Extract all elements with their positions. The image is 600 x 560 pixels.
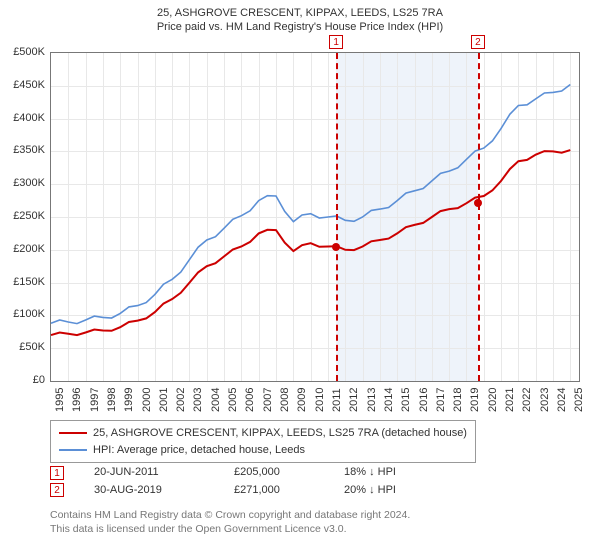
xtick-label: 1996 bbox=[71, 388, 83, 412]
legend-swatch bbox=[59, 432, 87, 434]
ytick-label: £0 bbox=[33, 374, 45, 386]
xtick-label: 2013 bbox=[366, 388, 378, 412]
ytick-label: £50K bbox=[19, 341, 45, 353]
xtick-label: 2023 bbox=[539, 388, 551, 412]
sale-marker-vline bbox=[478, 53, 480, 381]
xtick-label: 2022 bbox=[521, 388, 533, 412]
series-hpi bbox=[51, 85, 570, 324]
xtick-label: 2016 bbox=[418, 388, 430, 412]
ytick-label: £300K bbox=[13, 177, 45, 189]
legend-item-hpi: HPI: Average price, detached house, Leed… bbox=[59, 442, 467, 459]
sales-row: 2 30-AUG-2019 £271,000 20% ↓ HPI bbox=[50, 482, 454, 500]
xtick-label: 2000 bbox=[141, 388, 153, 412]
xtick-label: 2018 bbox=[452, 388, 464, 412]
sale-marker-badge: 2 bbox=[50, 483, 64, 497]
xtick-label: 2005 bbox=[227, 388, 239, 412]
sale-point bbox=[474, 199, 482, 207]
xtick-label: 2004 bbox=[210, 388, 222, 412]
title-block: 25, ASHGROVE CRESCENT, KIPPAX, LEEDS, LS… bbox=[0, 0, 600, 35]
xtick-label: 2009 bbox=[296, 388, 308, 412]
xtick-label: 1995 bbox=[54, 388, 66, 412]
xtick-label: 2015 bbox=[400, 388, 412, 412]
sale-date: 20-JUN-2011 bbox=[94, 464, 204, 482]
xtick-label: 2021 bbox=[504, 388, 516, 412]
xtick-label: 2017 bbox=[435, 388, 447, 412]
legend-label: HPI: Average price, detached house, Leed… bbox=[93, 442, 305, 459]
chart-lines bbox=[51, 53, 579, 381]
legend-item-property: 25, ASHGROVE CRESCENT, KIPPAX, LEEDS, LS… bbox=[59, 425, 467, 442]
sale-hpi-diff: 20% ↓ HPI bbox=[344, 482, 454, 500]
sale-point bbox=[332, 243, 340, 251]
sales-row: 1 20-JUN-2011 £205,000 18% ↓ HPI bbox=[50, 464, 454, 482]
xtick-label: 1999 bbox=[123, 388, 135, 412]
xtick-label: 2003 bbox=[192, 388, 204, 412]
legend-label: 25, ASHGROVE CRESCENT, KIPPAX, LEEDS, LS… bbox=[93, 425, 467, 442]
xtick-label: 2010 bbox=[314, 388, 326, 412]
ytick-label: £100K bbox=[13, 308, 45, 320]
ytick-label: £200K bbox=[13, 243, 45, 255]
legend-swatch bbox=[59, 449, 87, 451]
xtick-label: 2011 bbox=[331, 388, 343, 412]
title-sub: Price paid vs. HM Land Registry's House … bbox=[0, 20, 600, 34]
legend: 25, ASHGROVE CRESCENT, KIPPAX, LEEDS, LS… bbox=[50, 420, 476, 463]
ytick-label: £400K bbox=[13, 112, 45, 124]
ytick-label: £500K bbox=[13, 46, 45, 58]
footer-line: Contains HM Land Registry data © Crown c… bbox=[50, 508, 410, 522]
xtick-label: 2006 bbox=[244, 388, 256, 412]
ytick-label: £150K bbox=[13, 276, 45, 288]
xtick-label: 2020 bbox=[487, 388, 499, 412]
sale-marker-badge: 2 bbox=[471, 35, 485, 49]
ytick-label: £250K bbox=[13, 210, 45, 222]
sale-marker-badge: 1 bbox=[50, 466, 64, 480]
xtick-label: 2014 bbox=[383, 388, 395, 412]
title-main: 25, ASHGROVE CRESCENT, KIPPAX, LEEDS, LS… bbox=[0, 6, 600, 20]
sale-marker-vline bbox=[336, 53, 338, 381]
sale-date: 30-AUG-2019 bbox=[94, 482, 204, 500]
xtick-label: 1998 bbox=[106, 388, 118, 412]
xtick-label: 2001 bbox=[158, 388, 170, 412]
sale-price: £205,000 bbox=[234, 464, 314, 482]
sale-hpi-diff: 18% ↓ HPI bbox=[344, 464, 454, 482]
ytick-label: £350K bbox=[13, 144, 45, 156]
sale-marker-badge: 1 bbox=[329, 35, 343, 49]
sales-table: 1 20-JUN-2011 £205,000 18% ↓ HPI 2 30-AU… bbox=[50, 464, 454, 499]
xtick-label: 2007 bbox=[262, 388, 274, 412]
footer-attribution: Contains HM Land Registry data © Crown c… bbox=[50, 508, 410, 536]
xtick-label: 2019 bbox=[469, 388, 481, 412]
chart-plot-area: 12 bbox=[50, 52, 580, 382]
xtick-label: 2012 bbox=[348, 388, 360, 412]
xtick-label: 2024 bbox=[556, 388, 568, 412]
ytick-label: £450K bbox=[13, 79, 45, 91]
xtick-label: 2002 bbox=[175, 388, 187, 412]
xtick-label: 2008 bbox=[279, 388, 291, 412]
xtick-label: 2025 bbox=[573, 388, 585, 412]
xtick-label: 1997 bbox=[89, 388, 101, 412]
sale-price: £271,000 bbox=[234, 482, 314, 500]
footer-line: This data is licensed under the Open Gov… bbox=[50, 522, 410, 536]
figure-root: 25, ASHGROVE CRESCENT, KIPPAX, LEEDS, LS… bbox=[0, 0, 600, 560]
